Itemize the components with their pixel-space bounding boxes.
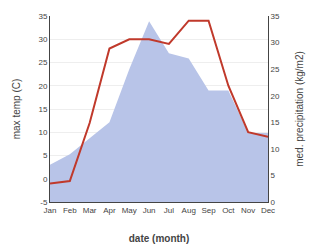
svg-text:20: 20 xyxy=(271,92,280,101)
svg-text:Aug: Aug xyxy=(182,206,196,215)
svg-text:Apr: Apr xyxy=(103,206,116,215)
svg-text:Jun: Jun xyxy=(143,206,156,215)
svg-text:5: 5 xyxy=(43,151,48,160)
svg-text:Dec: Dec xyxy=(261,206,275,215)
svg-text:Sep: Sep xyxy=(201,206,216,215)
svg-text:35: 35 xyxy=(38,12,47,21)
svg-text:10: 10 xyxy=(38,128,47,137)
svg-text:10: 10 xyxy=(271,145,280,154)
svg-text:Jan: Jan xyxy=(44,206,57,215)
svg-text:20: 20 xyxy=(38,82,47,91)
svg-text:-5: -5 xyxy=(40,198,48,207)
svg-text:max temp (C): max temp (C) xyxy=(11,79,22,140)
svg-text:25: 25 xyxy=(271,65,280,74)
svg-text:Feb: Feb xyxy=(63,206,77,215)
svg-text:15: 15 xyxy=(271,118,280,127)
svg-text:Jul: Jul xyxy=(164,206,174,215)
svg-text:0: 0 xyxy=(271,198,276,207)
svg-text:Oct: Oct xyxy=(222,206,235,215)
svg-text:25: 25 xyxy=(38,58,47,67)
svg-text:30: 30 xyxy=(38,35,47,44)
svg-text:5: 5 xyxy=(271,171,276,180)
svg-text:0: 0 xyxy=(43,175,48,184)
svg-text:15: 15 xyxy=(38,105,47,114)
svg-text:med. precipitation (kg/m2): med. precipitation (kg/m2) xyxy=(294,51,305,167)
svg-text:Nov: Nov xyxy=(241,206,255,215)
svg-text:35: 35 xyxy=(271,12,280,21)
svg-text:date (month): date (month) xyxy=(129,233,190,244)
svg-text:Mar: Mar xyxy=(83,206,97,215)
svg-text:30: 30 xyxy=(271,38,280,47)
svg-text:May: May xyxy=(122,206,137,215)
